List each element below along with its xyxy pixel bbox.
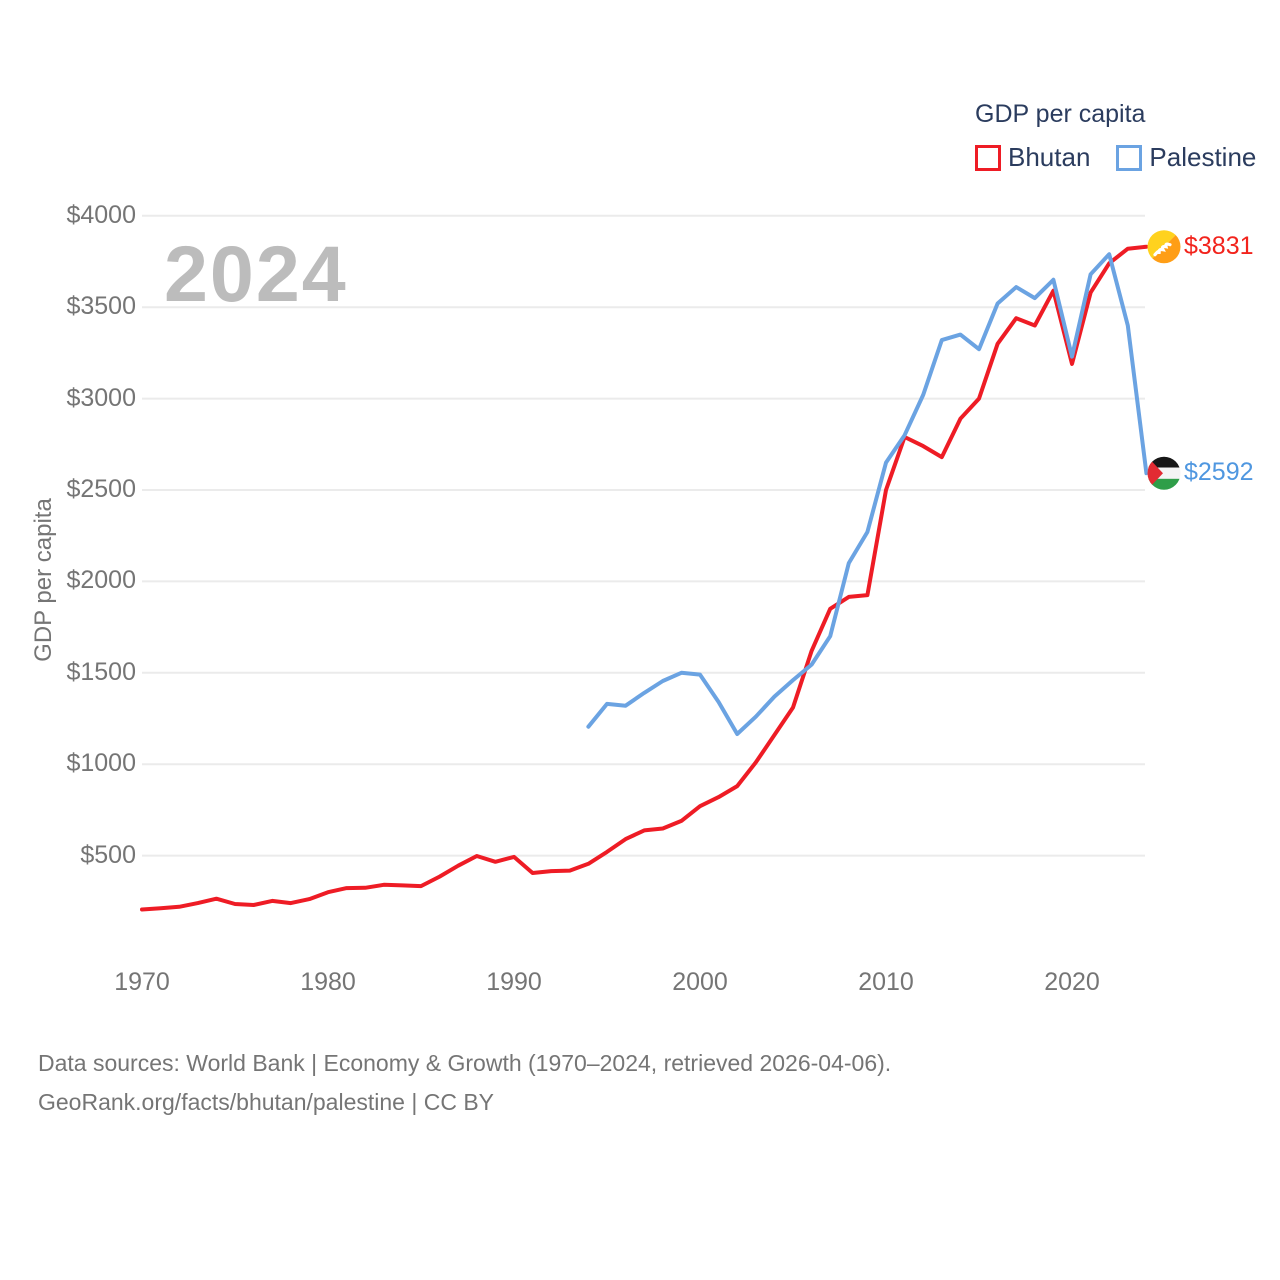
x-tick-label: 2000 [672,968,728,996]
y-tick-label: $2000 [66,566,136,595]
bhutan-series-swatch-icon [975,144,1001,171]
palestine-line [586,252,1149,736]
x-tick-label: 1980 [300,968,356,996]
y-tick-label: $1500 [66,657,136,686]
bhutan-flag-orange-field [1147,230,1181,264]
legend-label-bhutan: Bhutan [1008,142,1091,172]
bhutan-line [140,244,1149,912]
legend-row: Bhutan Palestine [975,142,1256,173]
y-tick-label: $1000 [66,749,136,778]
palestine-value-label: $2592 [1184,458,1254,487]
palestine-flag-white-stripe [1147,467,1181,479]
x-tick-label: 1990 [486,968,542,996]
legend-title: GDP per capita [975,100,1146,128]
bhutan-flag-icon [1147,230,1181,264]
x-tick-label: 1970 [114,968,170,996]
y-tick-label: $3500 [66,292,136,321]
y-tick-label: $3000 [66,383,136,412]
palestine-flag-icon [1147,456,1181,490]
palestine-series-swatch-icon [1116,144,1143,171]
footer-attribution-line: GeoRank.org/facts/bhutan/palestine | CC … [38,1089,495,1115]
y-tick-label: $2500 [66,475,136,503]
palestine-flag-red-triangle [1147,456,1163,490]
year-watermark: 2024 [164,229,348,318]
bhutan-flag-yellow-field [1147,230,1181,264]
bhutan-flag-dragon [1153,242,1172,257]
palestine-flag-green-stripe [1147,478,1181,490]
palestine-flag-black-stripe [1147,456,1181,468]
legend-item-palestine[interactable]: Palestine [1116,142,1256,173]
x-tick-label: 2020 [1044,968,1100,996]
footer: Data sources: World Bank | Economy & Gro… [38,1044,891,1122]
y-tick-label: $4000 [66,200,136,229]
x-tick-label: 2010 [858,968,914,996]
series-lines [140,244,1149,912]
bhutan-value-label: $3831 [1184,231,1254,260]
legend-label-palestine: Palestine [1149,142,1257,172]
footer-source-line: Data sources: World Bank | Economy & Gro… [38,1050,892,1076]
legend-item-bhutan[interactable]: Bhutan [975,142,1090,173]
chart-legend: GDP per capita Bhutan Palestine [975,100,1256,173]
y-tick-label: $500 [80,840,136,869]
